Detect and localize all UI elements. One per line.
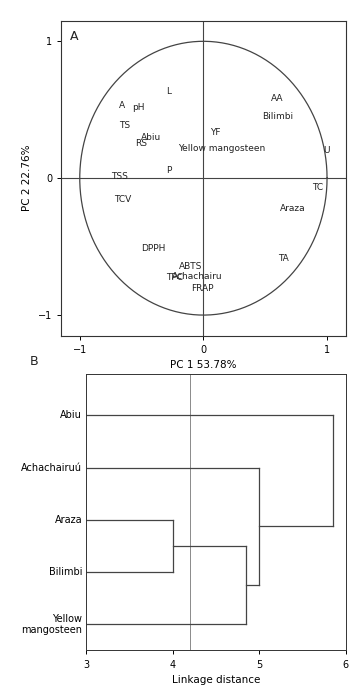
Text: AA: AA xyxy=(271,94,284,103)
Text: Achachairu: Achachairu xyxy=(172,272,222,281)
Text: RS: RS xyxy=(135,139,147,148)
Text: Bilimbi: Bilimbi xyxy=(262,112,293,121)
Text: Abiu: Abiu xyxy=(141,133,162,142)
Text: TA: TA xyxy=(278,254,288,263)
Text: TPC: TPC xyxy=(166,273,183,282)
Text: Yellow mangosteen: Yellow mangosteen xyxy=(178,143,266,152)
Text: Araza: Araza xyxy=(280,204,305,213)
Text: ABTS: ABTS xyxy=(179,262,202,271)
Text: YF: YF xyxy=(210,128,220,137)
Text: A: A xyxy=(70,30,78,43)
Text: DPPH: DPPH xyxy=(141,244,166,253)
Text: L: L xyxy=(166,87,171,96)
Text: TS: TS xyxy=(119,121,130,130)
Y-axis label: PC 2 22.76%: PC 2 22.76% xyxy=(22,145,32,212)
Text: P: P xyxy=(166,167,172,176)
Text: U: U xyxy=(323,146,330,155)
Text: TCV: TCV xyxy=(114,194,132,203)
Text: TSS: TSS xyxy=(111,172,127,181)
X-axis label: PC 1 53.78%: PC 1 53.78% xyxy=(170,361,237,370)
Text: FRAP: FRAP xyxy=(191,284,213,293)
X-axis label: Linkage distance: Linkage distance xyxy=(172,675,260,685)
Text: pH: pH xyxy=(132,104,144,113)
Text: A: A xyxy=(120,101,126,110)
Text: B: B xyxy=(30,355,38,368)
Text: TC: TC xyxy=(312,183,323,192)
